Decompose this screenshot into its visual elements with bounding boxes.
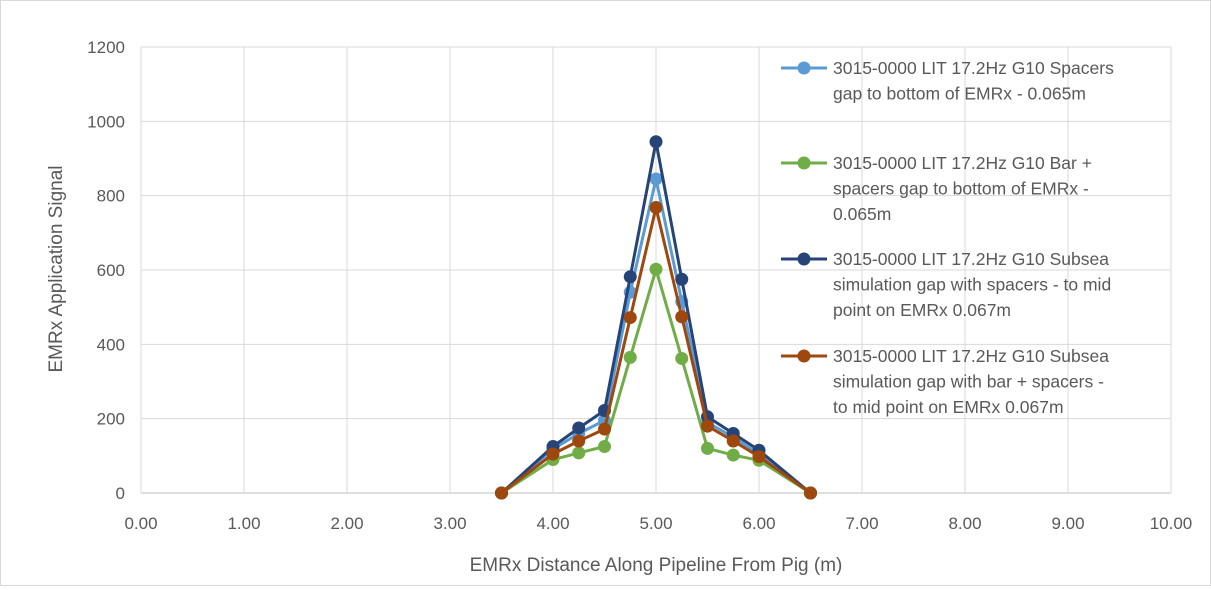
x-tick-label: 8.00 <box>948 514 981 533</box>
x-tick-label: 3.00 <box>433 514 466 533</box>
data-point <box>495 486 508 500</box>
legend-swatch-marker <box>797 156 811 170</box>
data-point <box>649 135 663 149</box>
x-tick-label: 5.00 <box>639 514 672 533</box>
data-point <box>546 447 560 461</box>
data-point <box>572 421 586 435</box>
legend-label: simulation gap with spacers - to mid <box>833 275 1111 295</box>
legend-entry-2: 3015-0000 LIT 17.2Hz G10 Bar + spacers ga… <box>781 153 1092 224</box>
y-tick-label: 600 <box>97 261 125 280</box>
legend-swatch-marker <box>797 252 811 266</box>
x-tick-label: 1.00 <box>227 514 260 533</box>
x-tick-label: 4.00 <box>536 514 569 533</box>
legend-label: point on EMRx 0.067m <box>833 300 1011 320</box>
legend-label: simulation gap with bar + spacers - <box>833 372 1104 392</box>
data-point <box>572 434 586 448</box>
data-point <box>701 419 714 433</box>
data-point <box>752 450 766 464</box>
x-tick-label: 9.00 <box>1051 514 1084 533</box>
data-point <box>598 440 611 454</box>
legend-label: gap to bottom of EMRx - 0.065m <box>833 84 1086 104</box>
data-point <box>701 441 714 455</box>
data-point <box>675 351 689 365</box>
x-tick-label: 6.00 <box>742 514 775 533</box>
legend-entry-4: 3015-0000 LIT 17.2Hz G10 Subsea simulatio… <box>781 346 1109 417</box>
x-tick-labels: 0.00 1.00 2.00 3.00 4.00 5.00 6.00 7.00 8.00 9.00… <box>124 514 1192 533</box>
x-tick-label: 2.00 <box>330 514 363 533</box>
legend-swatch-marker <box>797 61 811 75</box>
legend-label: spacers gap to bottom of EMRx - <box>833 179 1089 199</box>
data-point <box>623 350 637 364</box>
data-point <box>726 448 740 462</box>
y-tick-label: 400 <box>97 335 125 354</box>
x-axis-title: EMRx Distance Along Pipeline From Pig (m… <box>470 555 843 576</box>
legend-label: 3015-0000 LIT 17.2Hz G10 Bar + <box>833 153 1092 173</box>
y-tick-label: 1000 <box>87 112 125 131</box>
data-point <box>649 201 663 215</box>
y-tick-label: 1200 <box>87 38 125 57</box>
x-tick-label: 0.00 <box>124 514 157 533</box>
legend-label: to mid point on EMRx 0.067m <box>833 397 1064 417</box>
legend-label: 3015-0000 LIT 17.2Hz G10 Spacers <box>833 58 1114 78</box>
y-tick-labels: 0 200 400 600 800 1000 1200 <box>87 38 125 503</box>
data-point <box>572 446 586 460</box>
legend-label: 3015-0000 LIT 17.2Hz G10 Subsea <box>833 249 1109 269</box>
legend-label: 0.065m <box>833 204 891 224</box>
y-tick-label: 800 <box>97 187 125 206</box>
data-point <box>623 311 637 325</box>
plot-area <box>495 135 817 500</box>
data-point <box>649 262 663 276</box>
data-point <box>675 310 689 324</box>
data-point <box>649 172 663 186</box>
x-tick-label: 10.00 <box>1150 514 1193 533</box>
legend-entry-1: 3015-0000 LIT 17.2Hz G10 Spacers gap to b… <box>781 58 1114 104</box>
legend-swatch-marker <box>797 349 811 363</box>
y-axis-title: EMRx Application Signal <box>46 166 67 373</box>
data-point <box>675 272 689 286</box>
data-point <box>598 422 611 436</box>
data-point <box>726 434 740 448</box>
data-point <box>804 486 817 500</box>
legend: 3015-0000 LIT 17.2Hz G10 Spacers gap to b… <box>781 58 1114 417</box>
x-tick-label: 7.00 <box>845 514 878 533</box>
legend-entry-3: 3015-0000 LIT 17.2Hz G10 Subsea simulatio… <box>781 249 1111 320</box>
data-point <box>623 270 637 284</box>
series-4 <box>495 201 817 500</box>
y-tick-label: 0 <box>116 484 125 503</box>
y-tick-label: 200 <box>97 410 125 429</box>
legend-label: 3015-0000 LIT 17.2Hz G10 Subsea <box>833 346 1109 366</box>
